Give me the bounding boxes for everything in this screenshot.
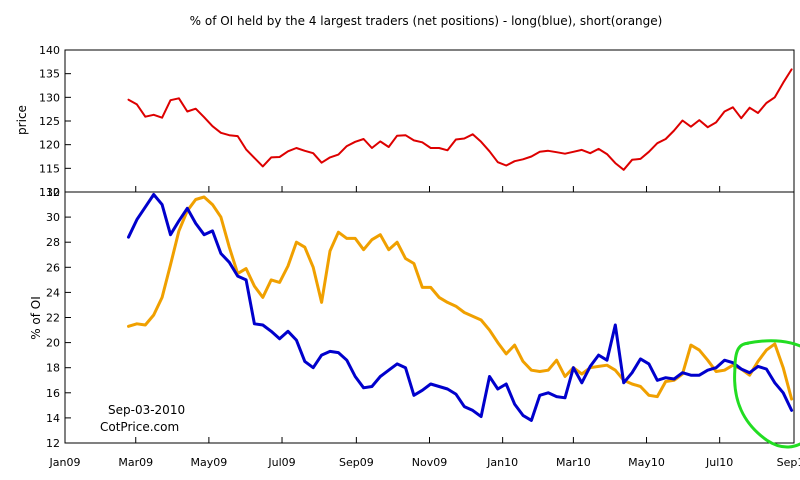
price-y-tick-label: 115: [39, 162, 60, 175]
x-tick-label: Jul10: [705, 456, 733, 469]
x-tick-label: Mar10: [556, 456, 591, 469]
short-line: [127, 195, 794, 401]
x-tick-label: Sep10: [777, 456, 800, 469]
price-line: [127, 68, 793, 171]
oi-y-tick-label: 32: [46, 186, 60, 199]
oi-y-tick-label: 30: [46, 211, 60, 224]
price-y-tick-label: 130: [39, 91, 60, 104]
oi-y-tick-label: 18: [46, 362, 60, 375]
long-line: [127, 193, 794, 422]
chart-date-label: Sep-03-2010: [108, 403, 185, 417]
price-y-tick-label: 125: [39, 115, 60, 128]
oi-y-tick-label: 14: [46, 412, 60, 425]
price-y-tick-label: 135: [39, 68, 60, 81]
x-tick-label: May10: [628, 456, 665, 469]
oi-y-tick-label: 22: [46, 312, 60, 325]
oi-y-tick-label: 26: [46, 261, 60, 274]
chart-title: % of OI held by the 4 largest traders (n…: [190, 14, 663, 28]
x-tick-label: Mar09: [118, 456, 153, 469]
oi-y-tick-label: 20: [46, 337, 60, 350]
highlight-loop: [733, 339, 800, 449]
oi-y-tick-label: 16: [46, 387, 60, 400]
price-y-tick-label: 120: [39, 139, 60, 152]
x-tick-label: Nov09: [412, 456, 447, 469]
x-tick-label: Jul09: [267, 456, 295, 469]
oi-y-tick-label: 24: [46, 286, 60, 299]
x-tick-label: Jan09: [49, 456, 81, 469]
price-y-tick-label: 140: [39, 44, 60, 57]
watermark-site: CotPrice.com: [100, 420, 179, 434]
x-tick-label: Sep09: [339, 456, 374, 469]
oi-axis-label: % of OI: [29, 296, 43, 340]
oi-y-tick-label: 28: [46, 236, 60, 249]
oi-y-tick-label: 12: [46, 437, 60, 450]
x-tick-label: May09: [191, 456, 228, 469]
x-tick-label: Jan10: [486, 456, 518, 469]
price-axis-label: price: [15, 105, 29, 135]
price-y-tick-label: 110: [39, 186, 60, 199]
